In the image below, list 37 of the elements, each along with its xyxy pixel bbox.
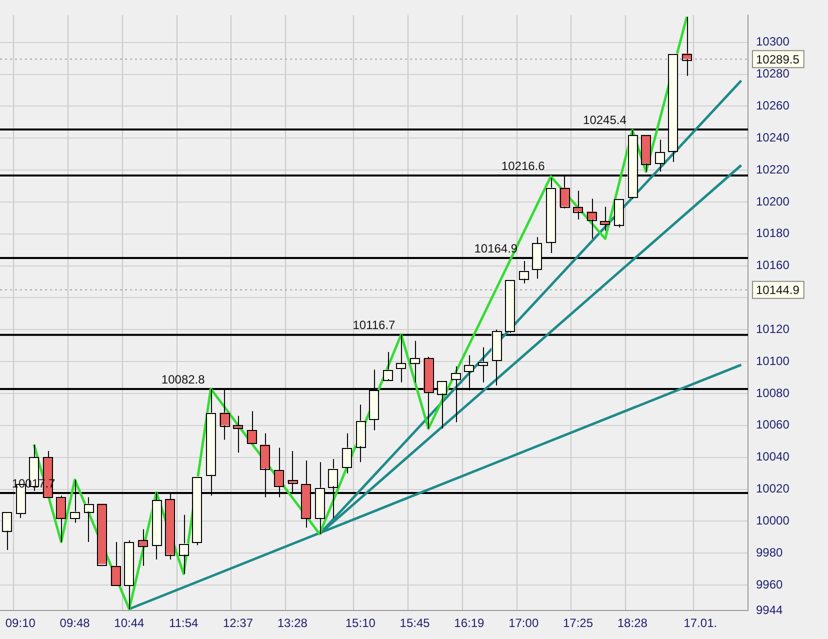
y-tick-label: 10220	[756, 162, 790, 176]
x-tick-label: 17.01.	[684, 616, 718, 630]
x-tick-label: 17:00	[508, 616, 539, 630]
x-tick-label: 13:28	[277, 616, 308, 630]
ref-line-label: 10082.8	[161, 372, 206, 386]
x-tick-label: 09:48	[60, 616, 90, 630]
y-tick-label: 9944	[756, 602, 784, 617]
x-tick-label: 10:44	[114, 616, 145, 630]
ref-line-label: 10116.7	[352, 318, 396, 332]
ref-line-label: 10144.9	[756, 283, 800, 298]
y-tick-label: 10260	[756, 98, 790, 112]
x-tick-label: 15:10	[345, 616, 376, 630]
y-tick-label: 10000	[756, 514, 790, 528]
x-tick-label: 17:25	[562, 616, 594, 630]
y-tick-label: 9980	[756, 545, 784, 560]
x-tick-label: 16:19	[454, 616, 485, 630]
y-tick-label: 10040	[756, 450, 790, 464]
x-tick-label: 09:10	[5, 616, 36, 630]
x-tick-label: 11:54	[169, 616, 198, 630]
y-tick-label: 10280	[756, 66, 790, 81]
y-tick-label: 10180	[756, 226, 790, 240]
y-tick-label: 10120	[756, 322, 790, 336]
y-tick-label: 9960	[756, 577, 784, 592]
x-tick-label: 12:37	[222, 616, 254, 630]
y-tick-label: 10080	[756, 386, 790, 400]
y-tick-label: 10100	[756, 354, 790, 368]
y-tick-label: 10060	[756, 418, 790, 432]
y-tick-label: 10160	[756, 258, 790, 272]
y-tick-label: 10240	[756, 130, 790, 144]
x-tick-label: 18:28	[617, 616, 648, 630]
x-tick-label: 15:45	[400, 616, 430, 630]
y-tick-label: 10200	[756, 194, 790, 208]
y-tick-label: 10300	[756, 34, 790, 49]
ref-line-label: 10289.5	[756, 52, 800, 66]
y-tick-label: 10020	[756, 482, 790, 496]
ref-line-label: 10245.4	[583, 112, 627, 127]
ref-line-label: 10216.6	[501, 158, 546, 173]
